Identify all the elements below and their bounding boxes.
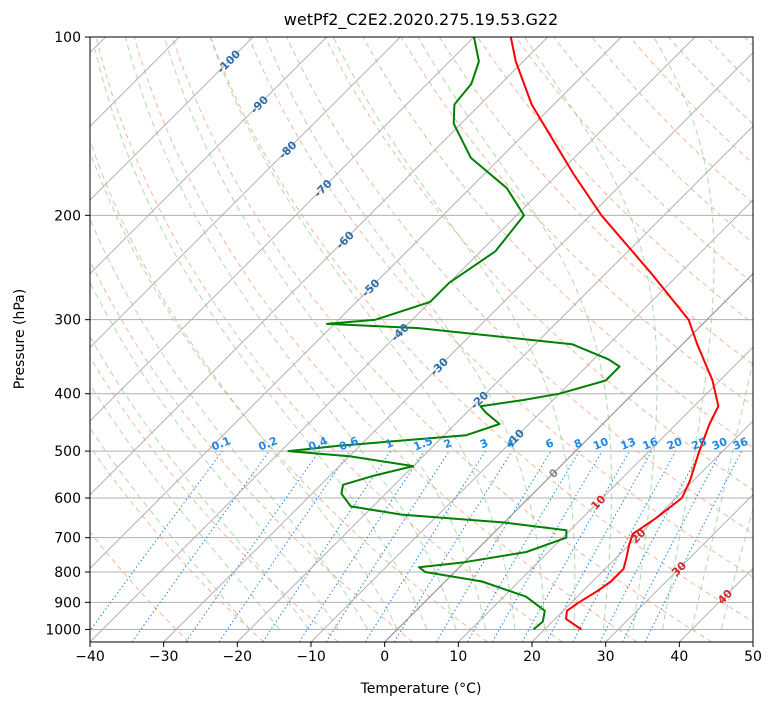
moist-adiabat	[90, 281, 339, 630]
isotherm-line	[90, 37, 475, 422]
moist-adiabat	[417, 37, 612, 630]
temperature-profile	[509, 37, 720, 631]
y-tick-label: 1000	[45, 622, 81, 638]
dry-adiabat	[133, 37, 638, 642]
moist-adiabat	[653, 37, 715, 630]
mixing-ratio-line	[644, 450, 743, 642]
moist-adiabat	[90, 383, 280, 630]
isotherm-line	[90, 37, 401, 348]
moist-adiabat	[524, 37, 658, 630]
mixing-ratio-label: 8	[572, 436, 584, 451]
mixing-ratio-line	[131, 450, 270, 642]
mixing-ratio-label: 36	[731, 435, 750, 453]
plot-frame	[89, 36, 754, 643]
x-tick-label: 10	[449, 649, 467, 665]
mixing-ratio-line	[545, 450, 653, 642]
moist-adiabat	[125, 37, 457, 630]
mixing-ratio-label: 20	[665, 435, 684, 453]
isotherm-line	[310, 199, 753, 642]
dry-adiabat	[90, 259, 414, 642]
x-tick-label: −20	[223, 649, 253, 665]
mixing-ratio-label: 3	[478, 436, 490, 451]
x-tick-label: 20	[523, 649, 541, 665]
dry-adiabat	[90, 150, 488, 642]
mixing-ratio-label: 16	[641, 435, 660, 453]
mixing-ratio-line	[262, 450, 392, 642]
moist-adiabat	[209, 37, 516, 630]
isotherm-line	[90, 37, 696, 642]
mixing-ratio-label: 30	[710, 435, 729, 453]
x-tick-label: −30	[149, 649, 179, 665]
isotherm-line	[605, 494, 753, 642]
x-axis-label: Temperature (°C)	[360, 681, 482, 697]
mixing-ratio-line	[572, 450, 677, 642]
dry-adiabat	[286, 37, 753, 534]
dry-adiabat	[90, 356, 339, 642]
moist-adiabat	[720, 506, 753, 630]
isotherm-line	[90, 37, 622, 569]
moist-adiabat	[691, 358, 753, 630]
y-tick-label: 200	[54, 208, 81, 224]
y-tick-label: 900	[54, 595, 81, 611]
moist-adiabat	[163, 37, 487, 630]
moist-adiabat	[332, 37, 576, 630]
mixing-ratio-line	[218, 450, 351, 642]
moist-adiabat	[90, 138, 398, 630]
mixing-ratio-label: 25	[690, 435, 709, 453]
mixing-ratio-label: 13	[619, 435, 638, 453]
moist-adiabat	[90, 335, 310, 630]
isotherm-line	[237, 125, 753, 642]
dewpoint-profile	[287, 37, 621, 631]
mixing-ratio-line	[90, 450, 223, 632]
moist-adiabat	[94, 49, 428, 630]
mixing-ratio-line	[298, 450, 425, 642]
x-tick-label: 0	[380, 649, 389, 665]
dry-adiabat	[438, 37, 753, 366]
mixing-ratio-line	[393, 450, 513, 642]
mixing-ratio-label: 10	[591, 435, 610, 453]
x-tick-label: 50	[744, 649, 762, 665]
moist-adiabat	[90, 217, 369, 630]
isotherm-line	[163, 52, 753, 642]
mixing-ratio-line	[521, 450, 630, 642]
x-tick-label: −40	[75, 649, 105, 665]
isotherm-line	[90, 37, 549, 496]
moist-adiabat	[265, 37, 546, 630]
isotherm-line	[458, 346, 753, 642]
y-tick-label: 100	[54, 30, 81, 46]
chart-title: wetPf2_C2E2.2020.275.19.53.G22	[284, 10, 558, 30]
dry-adiabat	[90, 531, 190, 642]
mixing-ratio-label: 1	[383, 436, 395, 451]
y-tick-label: 300	[54, 313, 81, 329]
mixing-ratio-line	[325, 450, 450, 642]
dry-adiabat	[324, 37, 753, 491]
y-tick-label: 400	[54, 387, 81, 403]
mixing-ratio-line	[185, 450, 320, 642]
y-tick-label: 600	[54, 491, 81, 507]
moist-adiabat	[90, 427, 251, 630]
mixing-ratio-label: 2	[442, 436, 454, 451]
x-tick-label: 30	[597, 649, 615, 665]
y-tick-label: 800	[54, 565, 81, 581]
x-tick-label: 40	[670, 649, 688, 665]
y-tick-label: 500	[54, 444, 81, 460]
dry-adiabat	[95, 37, 563, 642]
x-tick-label: −10	[296, 649, 326, 665]
y-axis-label: Pressure (hPa)	[12, 289, 28, 389]
y-tick-label: 700	[54, 531, 81, 547]
